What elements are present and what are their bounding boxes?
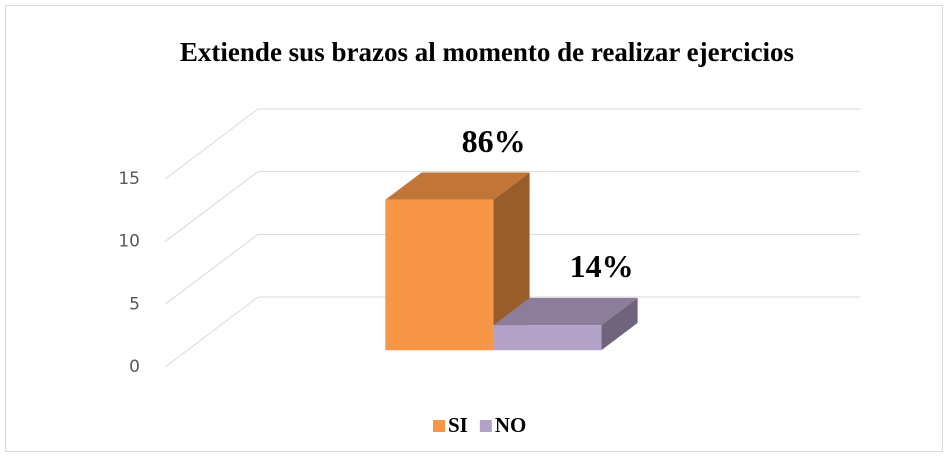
y-tick-label: 10 [118,232,140,252]
y-tick-label: 5 [129,294,140,314]
bar [385,199,494,351]
bar-side [601,297,638,351]
bar [493,325,602,351]
legend-label: SI [448,413,468,437]
grid-line [164,233,860,305]
data-label: 86% [462,123,526,159]
y-tick-label: 0 [129,357,140,377]
bar-top [385,172,530,200]
legend-label: NO [495,413,527,437]
grid-line [164,296,860,368]
legend-swatch [479,420,492,432]
grid-line [164,171,860,243]
y-tick-label: 15 [118,169,140,189]
data-label: 14% [570,248,634,284]
legend-swatch [433,420,445,432]
chart-title: Extiende sus brazos al momento de realiz… [180,37,794,67]
bar-top [493,297,638,326]
grid-line [164,108,860,180]
